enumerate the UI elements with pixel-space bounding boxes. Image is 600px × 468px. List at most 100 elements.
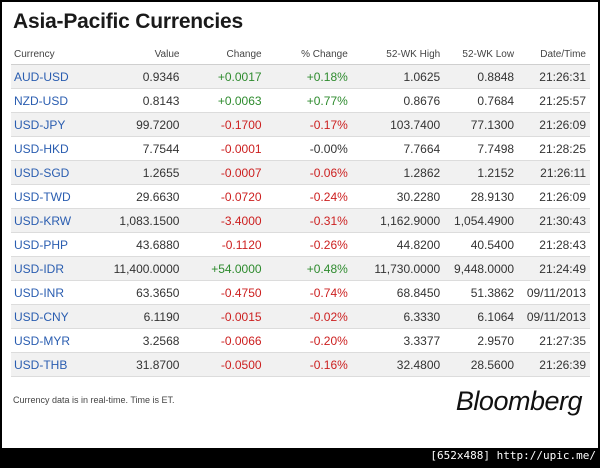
- datetime-cell: 21:24:49: [518, 256, 590, 281]
- datetime-cell: 09/11/2013: [518, 280, 590, 305]
- 52wk-high-cell: 1,162.9000: [351, 208, 445, 233]
- 52wk-low-cell: 0.7684: [444, 88, 519, 113]
- datetime-cell: 21:30:43: [518, 208, 590, 233]
- pct-change-cell: -0.31%: [265, 208, 352, 233]
- currency-link[interactable]: USD-MYR: [11, 328, 94, 353]
- 52wk-high-cell: 103.7400: [351, 112, 445, 137]
- 52wk-high-cell: 32.4800: [351, 352, 445, 377]
- currency-link[interactable]: USD-PHP: [11, 232, 94, 257]
- pct-change-cell: -0.02%: [265, 304, 352, 329]
- table-row: USD-SGD 1.2655 -0.0007 -0.06% 1.2862 1.2152 21…: [11, 160, 590, 185]
- 52wk-high-cell: 3.3377: [351, 328, 445, 353]
- currency-link[interactable]: USD-JPY: [11, 112, 94, 137]
- datetime-cell: 09/11/2013: [518, 304, 590, 329]
- value-cell: 31.8700: [93, 352, 184, 377]
- column-header-pct-change[interactable]: % Change: [265, 44, 352, 65]
- value-cell: 3.2568: [93, 328, 184, 353]
- table-row: USD-KRW 1,083.1500 -3.4000 -0.31% 1,162.9000…: [11, 208, 590, 233]
- column-header-datetime[interactable]: Date/Time: [518, 44, 590, 65]
- 52wk-high-cell: 6.3330: [351, 304, 445, 329]
- 52wk-high-cell: 68.8450: [351, 280, 445, 305]
- datetime-cell: 21:27:35: [518, 328, 590, 353]
- currency-link[interactable]: USD-TWD: [11, 184, 94, 209]
- 52wk-low-cell: 1.2152: [444, 160, 519, 185]
- column-header-52wk-low[interactable]: 52-WK Low: [444, 44, 519, 65]
- pct-change-cell: -0.20%: [265, 328, 352, 353]
- table-row: USD-HKD 7.7544 -0.0001 -0.00% 7.7664 7.7498 21…: [11, 136, 590, 161]
- currency-link[interactable]: USD-THB: [11, 352, 94, 377]
- change-cell: -3.4000: [183, 208, 266, 233]
- datetime-cell: 21:26:11: [518, 160, 590, 185]
- value-cell: 99.7200: [93, 112, 184, 137]
- column-header-value[interactable]: Value: [93, 44, 184, 65]
- change-cell: -0.4750: [183, 280, 266, 305]
- change-cell: +0.0063: [183, 88, 266, 113]
- currency-link[interactable]: USD-CNY: [11, 304, 94, 329]
- 52wk-low-cell: 51.3862: [444, 280, 519, 305]
- change-cell: -0.0007: [183, 160, 266, 185]
- datetime-cell: 21:26:39: [518, 352, 590, 377]
- 52wk-low-cell: 1,054.4900: [444, 208, 519, 233]
- 52wk-low-cell: 40.5400: [444, 232, 519, 257]
- currency-link[interactable]: USD-IDR: [11, 256, 94, 281]
- datetime-cell: 21:26:09: [518, 112, 590, 137]
- currency-link[interactable]: USD-HKD: [11, 136, 94, 161]
- 52wk-high-cell: 30.2280: [351, 184, 445, 209]
- pct-change-cell: -0.16%: [265, 352, 352, 377]
- change-cell: -0.0001: [183, 136, 266, 161]
- pct-change-cell: +0.48%: [265, 256, 352, 281]
- datetime-cell: 21:25:57: [518, 88, 590, 113]
- value-cell: 29.6630: [93, 184, 184, 209]
- value-cell: 63.3650: [93, 280, 184, 305]
- pct-change-cell: -0.17%: [265, 112, 352, 137]
- column-header-change[interactable]: Change: [183, 44, 266, 65]
- change-cell: -0.0500: [183, 352, 266, 377]
- change-cell: -0.0015: [183, 304, 266, 329]
- datetime-cell: 21:28:25: [518, 136, 590, 161]
- table-row: USD-TWD 29.6630 -0.0720 -0.24% 30.2280 28.913…: [11, 184, 590, 209]
- 52wk-low-cell: 7.7498: [444, 136, 519, 161]
- 52wk-low-cell: 28.5600: [444, 352, 519, 377]
- table-row: USD-JPY 99.7200 -0.1700 -0.17% 103.7400 77.13…: [11, 112, 590, 137]
- 52wk-high-cell: 44.8200: [351, 232, 445, 257]
- change-cell: -0.1700: [183, 112, 266, 137]
- 52wk-high-cell: 1.0625: [351, 64, 445, 89]
- 52wk-high-cell: 11,730.0000: [351, 256, 445, 281]
- change-cell: -0.0066: [183, 328, 266, 353]
- bloomberg-logo: Bloomberg: [455, 386, 583, 416]
- value-cell: 1,083.1500: [93, 208, 184, 233]
- 52wk-low-cell: 2.9570: [444, 328, 519, 353]
- pct-change-cell: -0.00%: [265, 136, 352, 161]
- pct-change-cell: -0.06%: [265, 160, 352, 185]
- table-row: USD-INR 63.3650 -0.4750 -0.74% 68.8450 51.386…: [11, 280, 590, 305]
- currency-link[interactable]: USD-KRW: [11, 208, 94, 233]
- change-cell: +0.0017: [183, 64, 266, 89]
- table-row: AUD-USD 0.9346 +0.0017 +0.18% 1.0625 0.8848 21…: [11, 64, 590, 89]
- currency-link[interactable]: USD-INR: [11, 280, 94, 305]
- 52wk-high-cell: 1.2862: [351, 160, 445, 185]
- pct-change-cell: -0.74%: [265, 280, 352, 305]
- value-cell: 43.6880: [93, 232, 184, 257]
- column-header-52wk-high[interactable]: 52-WK High: [351, 44, 445, 65]
- table-row: USD-THB 31.8700 -0.0500 -0.16% 32.4800 28.560…: [11, 352, 590, 377]
- 52wk-low-cell: 28.9130: [444, 184, 519, 209]
- currency-link[interactable]: USD-SGD: [11, 160, 94, 185]
- change-cell: -0.1120: [183, 232, 266, 257]
- pct-change-cell: +0.18%: [265, 64, 352, 89]
- pct-change-cell: +0.77%: [265, 88, 352, 113]
- value-cell: 7.7544: [93, 136, 184, 161]
- value-cell: 6.1190: [93, 304, 184, 329]
- value-cell: 0.8143: [93, 88, 184, 113]
- currency-link[interactable]: NZD-USD: [11, 88, 94, 113]
- currency-link[interactable]: AUD-USD: [11, 64, 94, 89]
- datetime-cell: 21:26:31: [518, 64, 590, 89]
- 52wk-low-cell: 0.8848: [444, 64, 519, 89]
- datetime-cell: 21:28:43: [518, 232, 590, 257]
- column-header-currency[interactable]: Currency: [11, 44, 94, 65]
- watermark-text: [652x488] http://upic.me/: [430, 449, 596, 462]
- value-cell: 1.2655: [93, 160, 184, 185]
- table-row: USD-PHP 43.6880 -0.1120 -0.26% 44.8200 40.540…: [11, 232, 590, 257]
- currency-table: Currency Value Change % Change 52-WK Hig…: [11, 44, 590, 377]
- value-cell: 0.9346: [93, 64, 184, 89]
